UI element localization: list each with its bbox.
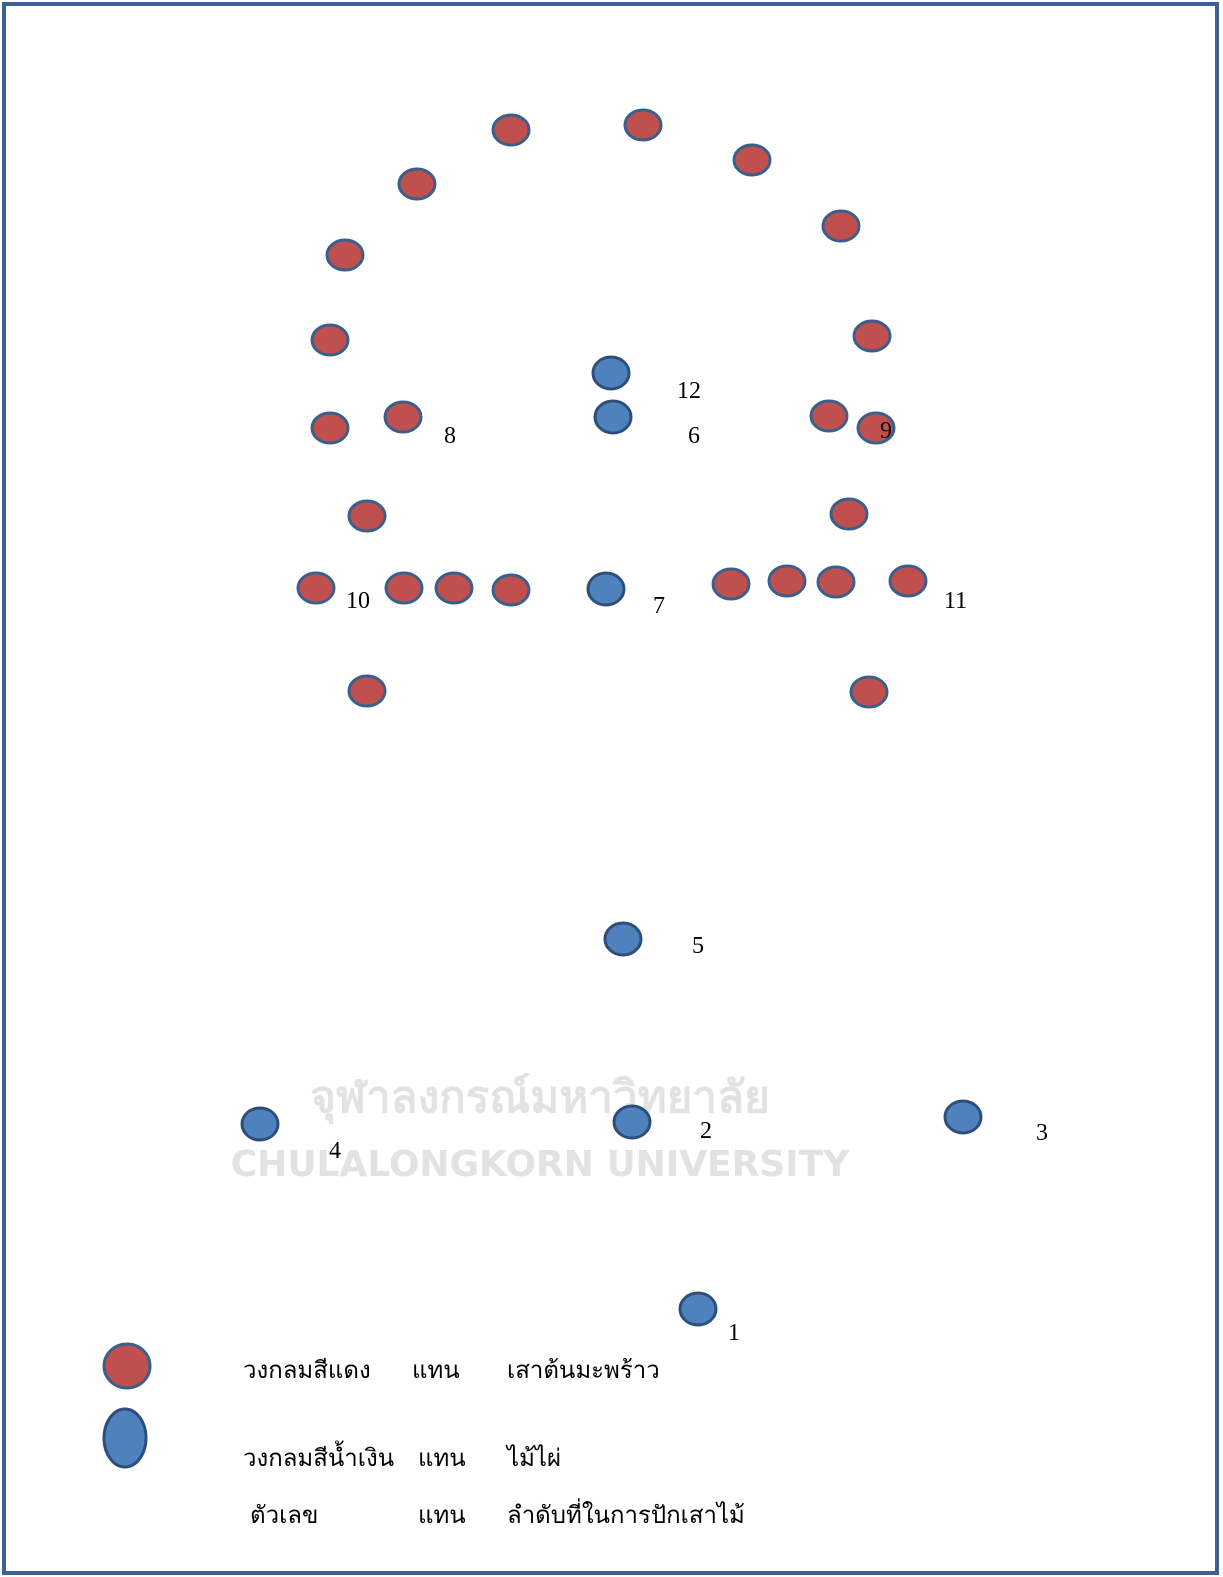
legend-term: ตัวเลข bbox=[250, 1501, 318, 1529]
red-circle bbox=[298, 573, 334, 603]
order-number: 3 bbox=[1036, 1120, 1048, 1146]
red-circle bbox=[349, 501, 385, 531]
legend-meaning: ไม้ไผ่ bbox=[505, 1444, 561, 1472]
red-circle bbox=[493, 575, 529, 605]
blue-circle bbox=[605, 923, 641, 955]
diagram: จุฬาลงกรณ์มหาวิทยาลัย CHULALONGKORN UNIV… bbox=[0, 0, 1223, 1577]
blue-circle bbox=[614, 1106, 650, 1138]
order-number: 2 bbox=[700, 1118, 712, 1144]
order-number: 8 bbox=[444, 423, 456, 449]
red-circle bbox=[851, 677, 887, 707]
red-circle bbox=[823, 211, 859, 241]
blue-circle bbox=[595, 401, 631, 433]
red-circle bbox=[386, 573, 422, 603]
red-circle bbox=[312, 325, 348, 355]
order-number: 11 bbox=[944, 588, 967, 614]
blue-circle bbox=[945, 1101, 981, 1133]
red-circle bbox=[854, 321, 890, 351]
legend-red-circle bbox=[104, 1344, 150, 1388]
legend-blue-circle bbox=[104, 1409, 146, 1467]
order-number: 5 bbox=[692, 933, 704, 959]
order-number: 9 bbox=[880, 418, 892, 444]
blue-circle bbox=[593, 357, 629, 389]
red-circle bbox=[811, 401, 847, 431]
red-circle bbox=[734, 145, 770, 175]
legend-term: วงกลมสีน้ำเงิน bbox=[243, 1440, 394, 1472]
red-circle bbox=[312, 413, 348, 443]
red-circle bbox=[436, 573, 472, 603]
frame bbox=[4, 4, 1217, 1573]
order-number: 10 bbox=[346, 588, 370, 614]
order-number: 7 bbox=[653, 593, 665, 619]
blue-circle bbox=[242, 1108, 278, 1140]
red-circle bbox=[327, 240, 363, 270]
red-circle bbox=[769, 566, 805, 596]
blue-circle bbox=[680, 1293, 716, 1325]
red-circle bbox=[493, 115, 529, 145]
red-circle bbox=[713, 569, 749, 599]
legend-verb: แทน bbox=[412, 1356, 460, 1384]
order-number: 1 bbox=[728, 1320, 740, 1346]
legend-verb: แทน bbox=[418, 1444, 466, 1472]
order-number: 12 bbox=[677, 378, 701, 404]
order-number: 6 bbox=[688, 423, 700, 449]
legend-meaning: เสาต้นมะพร้าว bbox=[507, 1356, 660, 1384]
red-circle bbox=[399, 169, 435, 199]
red-circle bbox=[349, 676, 385, 706]
legend-meaning: ลำดับที่ในการปักเสาไม้ bbox=[507, 1498, 745, 1529]
order-number: 4 bbox=[329, 1138, 341, 1164]
red-circle bbox=[818, 567, 854, 597]
legend-term: วงกลมสีแดง bbox=[243, 1356, 371, 1384]
legend-verb: แทน bbox=[418, 1501, 466, 1529]
red-circle bbox=[831, 499, 867, 529]
red-circle bbox=[890, 566, 926, 596]
red-circle bbox=[385, 402, 421, 432]
blue-circle bbox=[588, 573, 624, 605]
watermark-english: CHULALONGKORN UNIVERSITY bbox=[231, 1144, 851, 1185]
red-circle bbox=[625, 110, 661, 140]
